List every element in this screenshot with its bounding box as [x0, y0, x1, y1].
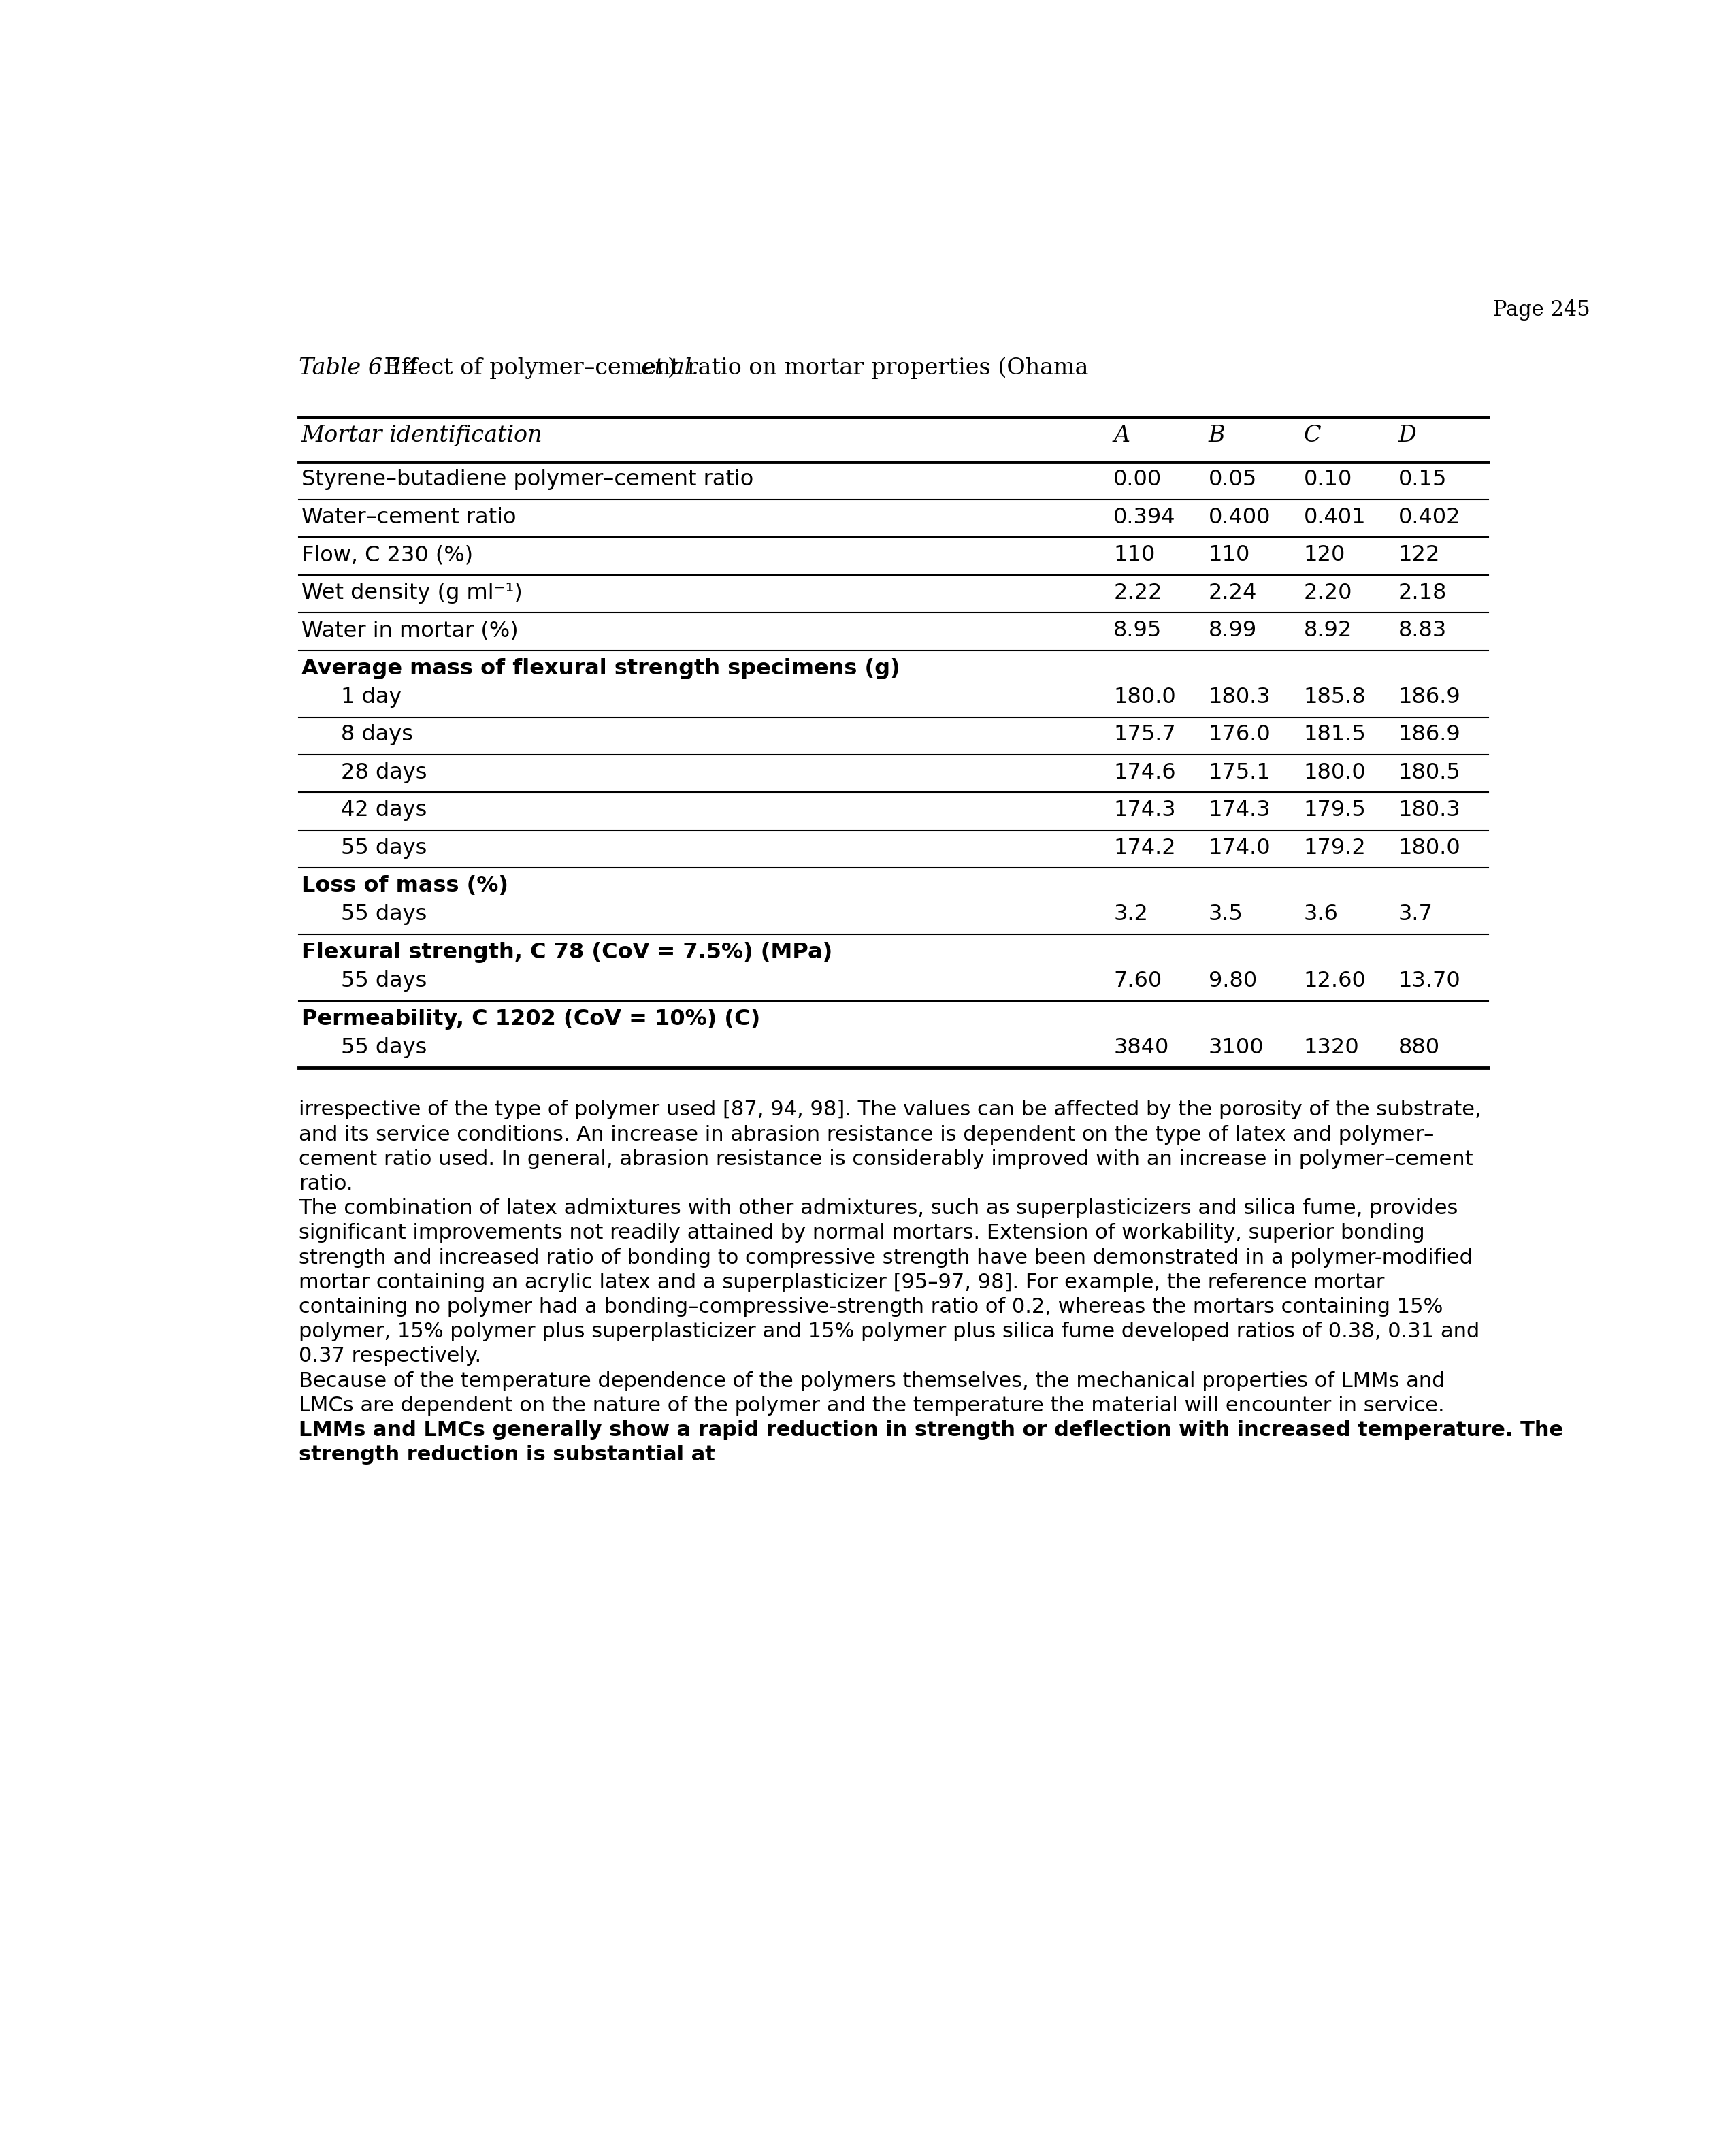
- Text: Flow, C 230 (%): Flow, C 230 (%): [302, 544, 472, 565]
- Text: et al.: et al.: [641, 358, 700, 379]
- Text: 110: 110: [1208, 544, 1250, 565]
- Text: A: A: [1113, 424, 1130, 445]
- Text: 13.70: 13.70: [1399, 970, 1460, 991]
- Text: irrespective of the type of polymer used [87, 94, 98]. The values can be affecte: irrespective of the type of polymer used…: [299, 1100, 1481, 1120]
- Text: 1 day: 1 day: [340, 687, 401, 709]
- Text: 174.6: 174.6: [1113, 762, 1175, 784]
- Text: 186.9: 186.9: [1399, 687, 1460, 709]
- Text: 181.5: 181.5: [1304, 724, 1366, 745]
- Text: 9.80: 9.80: [1208, 970, 1257, 991]
- Text: 174.3: 174.3: [1208, 801, 1271, 820]
- Text: 174.2: 174.2: [1113, 837, 1175, 859]
- Text: 8.99: 8.99: [1208, 621, 1257, 640]
- Text: D: D: [1399, 424, 1417, 445]
- Text: 55 days: 55 days: [340, 1036, 427, 1058]
- Text: 3840: 3840: [1113, 1036, 1168, 1058]
- Text: ratio.: ratio.: [299, 1173, 352, 1195]
- Text: 110: 110: [1113, 544, 1156, 565]
- Text: 2.18: 2.18: [1399, 582, 1448, 604]
- Text: Water–cement ratio: Water–cement ratio: [302, 507, 516, 529]
- Text: 880: 880: [1399, 1036, 1439, 1058]
- Text: 2.24: 2.24: [1208, 582, 1257, 604]
- Text: 0.400: 0.400: [1208, 507, 1271, 529]
- Text: 55 days: 55 days: [340, 970, 427, 991]
- Text: ): ): [667, 358, 675, 379]
- Text: containing no polymer had a bonding–compressive-strength ratio of 0.2, whereas t: containing no polymer had a bonding–comp…: [299, 1297, 1443, 1317]
- Text: 0.394: 0.394: [1113, 507, 1175, 529]
- Text: 55 days: 55 days: [340, 904, 427, 925]
- Text: Water in mortar (%): Water in mortar (%): [302, 621, 519, 640]
- Text: Mortar identification: Mortar identification: [302, 424, 543, 445]
- Text: Flexural strength, C 78 (CoV = 7.5%) (MPa): Flexural strength, C 78 (CoV = 7.5%) (MP…: [302, 942, 832, 963]
- Text: Average mass of flexural strength specimens (g): Average mass of flexural strength specim…: [302, 657, 899, 679]
- Text: 12.60: 12.60: [1304, 970, 1366, 991]
- Text: 176.0: 176.0: [1208, 724, 1271, 745]
- Text: 0.05: 0.05: [1208, 469, 1257, 490]
- Text: strength reduction is substantial at: strength reduction is substantial at: [299, 1445, 715, 1464]
- Text: 120: 120: [1304, 544, 1345, 565]
- Text: 3.5: 3.5: [1208, 904, 1243, 925]
- Text: 0.15: 0.15: [1399, 469, 1446, 490]
- Text: 0.37 respectively.: 0.37 respectively.: [299, 1347, 481, 1366]
- Text: 180.0: 180.0: [1399, 837, 1460, 859]
- Text: 3.6: 3.6: [1304, 904, 1338, 925]
- Text: 174.0: 174.0: [1208, 837, 1271, 859]
- Text: 185.8: 185.8: [1304, 687, 1366, 709]
- Text: 28 days: 28 days: [340, 762, 427, 784]
- Text: 180.0: 180.0: [1304, 762, 1366, 784]
- Text: 175.7: 175.7: [1113, 724, 1175, 745]
- Text: 3100: 3100: [1208, 1036, 1264, 1058]
- Text: 0.10: 0.10: [1304, 469, 1352, 490]
- Text: 180.5: 180.5: [1399, 762, 1460, 784]
- Text: 2.20: 2.20: [1304, 582, 1352, 604]
- Text: 42 days: 42 days: [340, 801, 427, 820]
- Text: 8.95: 8.95: [1113, 621, 1161, 640]
- Text: C: C: [1304, 424, 1321, 445]
- Text: 0.402: 0.402: [1399, 507, 1460, 529]
- Text: 180.3: 180.3: [1399, 801, 1460, 820]
- Text: 0.401: 0.401: [1304, 507, 1366, 529]
- Text: 180.0: 180.0: [1113, 687, 1175, 709]
- Text: 55 days: 55 days: [340, 837, 427, 859]
- Text: Because of the temperature dependence of the polymers themselves, the mechanical: Because of the temperature dependence of…: [299, 1370, 1444, 1392]
- Text: 0.00: 0.00: [1113, 469, 1161, 490]
- Text: Page 245: Page 245: [1493, 300, 1590, 321]
- Text: 122: 122: [1399, 544, 1441, 565]
- Text: LMMs and LMCs generally show a rapid reduction in strength or deflection with in: LMMs and LMCs generally show a rapid red…: [299, 1419, 1562, 1441]
- Text: 3.7: 3.7: [1399, 904, 1432, 925]
- Text: Wet density (g ml⁻¹): Wet density (g ml⁻¹): [302, 582, 523, 604]
- Text: B: B: [1208, 424, 1226, 445]
- Text: Effect of polymer–cement ratio on mortar properties (Ohama: Effect of polymer–cement ratio on mortar…: [377, 358, 1095, 379]
- Text: polymer, 15% polymer plus superplasticizer and 15% polymer plus silica fume deve: polymer, 15% polymer plus superplasticiz…: [299, 1321, 1479, 1342]
- Text: Permeability, C 1202 (CoV = 10%) (C): Permeability, C 1202 (CoV = 10%) (C): [302, 1008, 760, 1030]
- Text: 175.1: 175.1: [1208, 762, 1271, 784]
- Text: 8.83: 8.83: [1399, 621, 1446, 640]
- Text: Table 6.14: Table 6.14: [299, 358, 418, 379]
- Text: LMCs are dependent on the nature of the polymer and the temperature the material: LMCs are dependent on the nature of the …: [299, 1396, 1444, 1415]
- Text: 8.92: 8.92: [1304, 621, 1352, 640]
- Text: 1320: 1320: [1304, 1036, 1359, 1058]
- Text: 179.5: 179.5: [1304, 801, 1366, 820]
- Text: 7.60: 7.60: [1113, 970, 1161, 991]
- Text: The combination of latex admixtures with other admixtures, such as superplastici: The combination of latex admixtures with…: [299, 1199, 1458, 1218]
- Text: and its service conditions. An increase in abrasion resistance is dependent on t: and its service conditions. An increase …: [299, 1124, 1434, 1145]
- Text: cement ratio used. In general, abrasion resistance is considerably improved with: cement ratio used. In general, abrasion …: [299, 1150, 1474, 1169]
- Text: 180.3: 180.3: [1208, 687, 1271, 709]
- Text: 8 days: 8 days: [340, 724, 413, 745]
- Text: mortar containing an acrylic latex and a superplasticizer [95–97, 98]. For examp: mortar containing an acrylic latex and a…: [299, 1272, 1385, 1293]
- Text: Loss of mass (%): Loss of mass (%): [302, 876, 509, 897]
- Text: strength and increased ratio of bonding to compressive strength have been demons: strength and increased ratio of bonding …: [299, 1248, 1472, 1267]
- Text: 186.9: 186.9: [1399, 724, 1460, 745]
- Text: 174.3: 174.3: [1113, 801, 1175, 820]
- Text: significant improvements not readily attained by normal mortars. Extension of wo: significant improvements not readily att…: [299, 1223, 1425, 1244]
- Text: 2.22: 2.22: [1113, 582, 1163, 604]
- Text: Styrene–butadiene polymer–cement ratio: Styrene–butadiene polymer–cement ratio: [302, 469, 753, 490]
- Text: 3.2: 3.2: [1113, 904, 1147, 925]
- Text: 179.2: 179.2: [1304, 837, 1366, 859]
